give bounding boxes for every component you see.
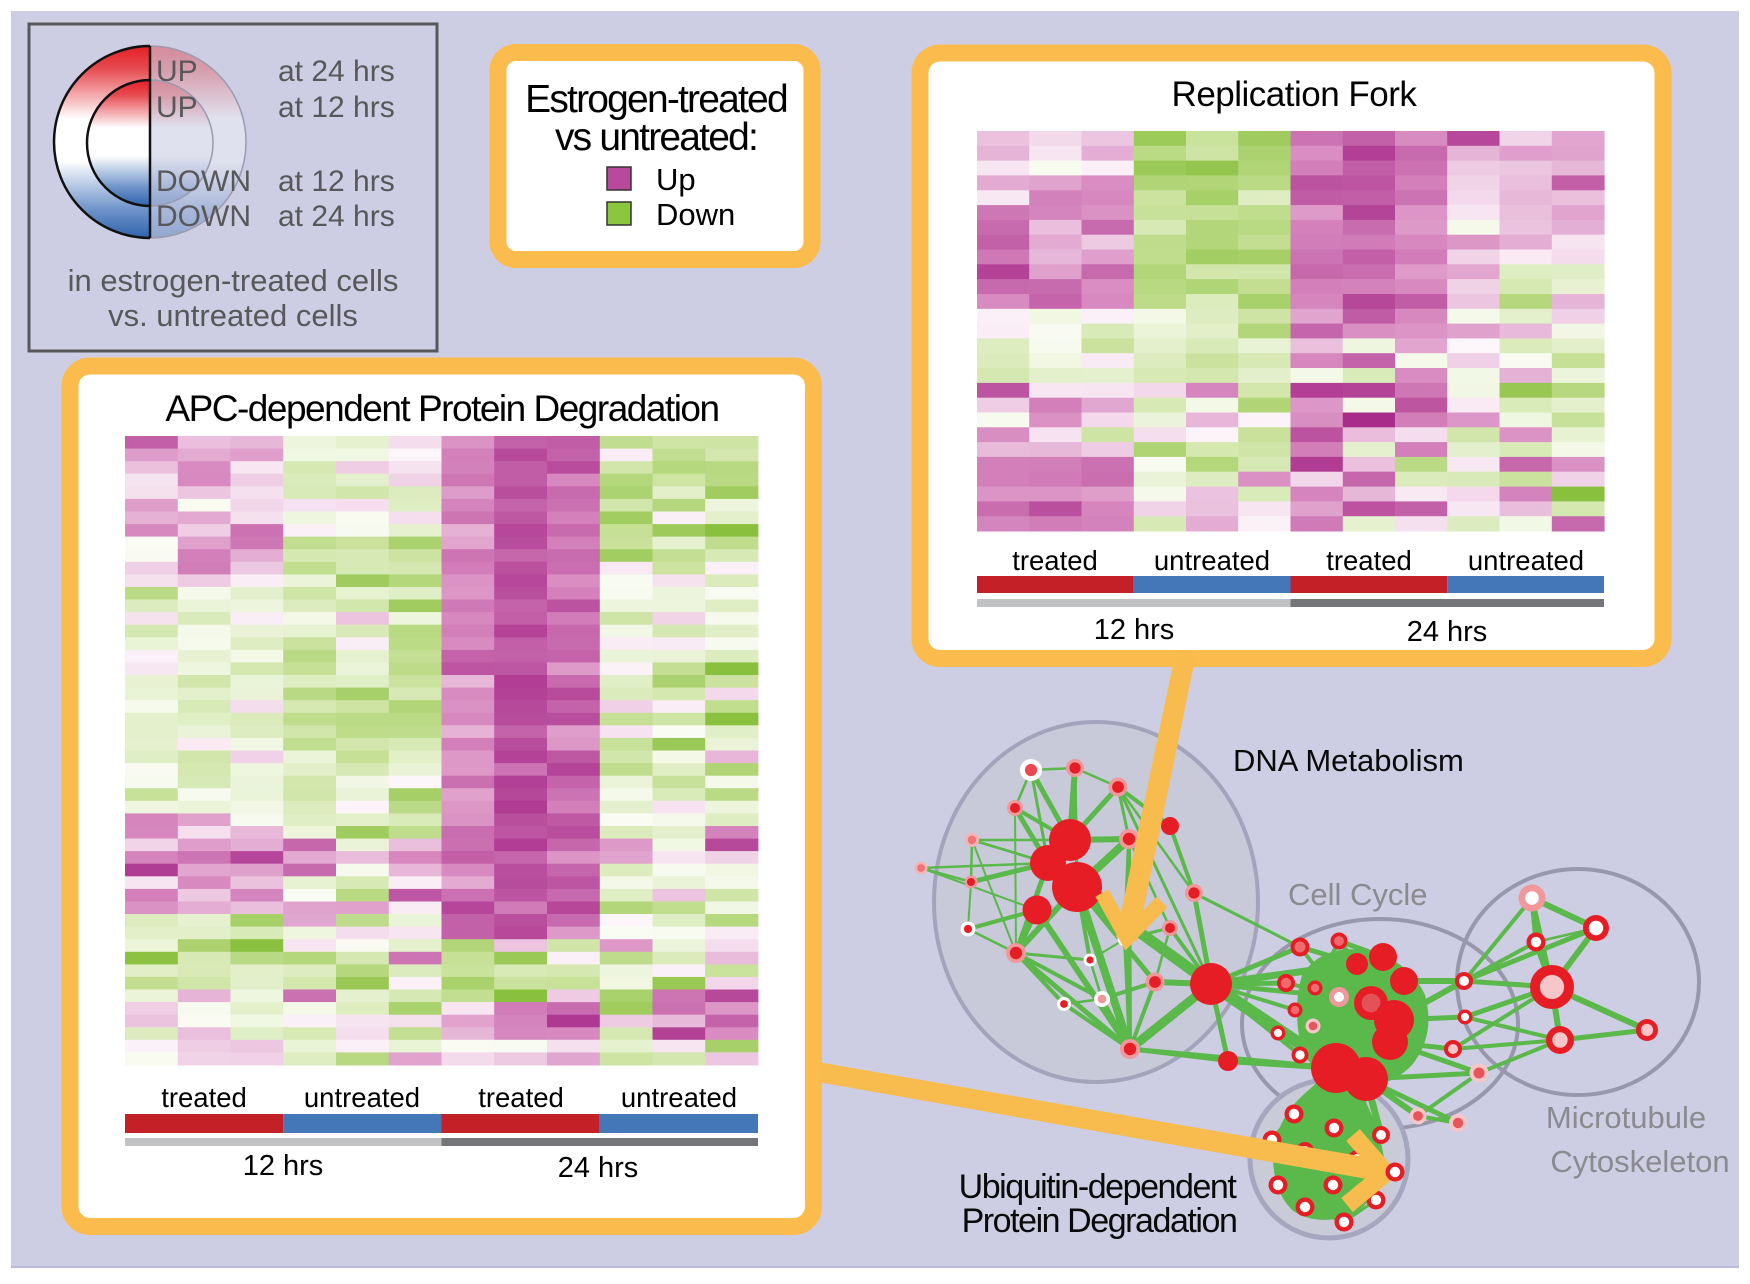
svg-text:untreated: untreated (1154, 545, 1270, 576)
svg-text:UP: UP (156, 91, 198, 124)
svg-text:24 hrs: 24 hrs (1407, 616, 1488, 648)
svg-text:at 24 hrs: at 24 hrs (278, 55, 395, 88)
svg-text:vs. untreated cells: vs. untreated cells (108, 298, 358, 333)
svg-text:in estrogen-treated cells: in estrogen-treated cells (68, 263, 399, 298)
svg-text:at 12 hrs: at 12 hrs (278, 165, 395, 198)
svg-text:Cell Cycle: Cell Cycle (1288, 877, 1428, 912)
svg-text:treated: treated (1326, 545, 1412, 576)
svg-text:12 hrs: 12 hrs (1094, 614, 1175, 646)
svg-text:untreated: untreated (621, 1082, 737, 1113)
svg-text:treated: treated (1012, 545, 1098, 576)
svg-text:UP: UP (156, 55, 198, 88)
svg-text:Up: Up (656, 162, 696, 197)
svg-text:vs untreated:: vs untreated: (555, 116, 757, 159)
svg-text:Ubiquitin-dependent: Ubiquitin-dependent (959, 1168, 1238, 1206)
svg-text:at 12 hrs: at 12 hrs (278, 91, 395, 124)
svg-text:APC-dependent Protein Degradat: APC-dependent Protein Degradation (165, 388, 718, 429)
svg-text:Replication Fork: Replication Fork (1172, 75, 1418, 114)
svg-text:Protein Degradation: Protein Degradation (962, 1202, 1237, 1240)
svg-text:Down: Down (656, 197, 735, 232)
svg-text:untreated: untreated (1468, 545, 1584, 576)
svg-text:DOWN: DOWN (156, 165, 251, 198)
svg-text:untreated: untreated (304, 1082, 420, 1113)
svg-text:DOWN: DOWN (156, 200, 251, 233)
svg-text:24 hrs: 24 hrs (558, 1152, 639, 1184)
svg-text:Microtubule: Microtubule (1546, 1100, 1706, 1135)
svg-text:at 24 hrs: at 24 hrs (278, 200, 395, 233)
svg-text:treated: treated (161, 1082, 247, 1113)
svg-text:DNA Metabolism: DNA Metabolism (1233, 743, 1464, 778)
svg-text:treated: treated (478, 1082, 564, 1113)
svg-text:Estrogen-treated: Estrogen-treated (525, 78, 787, 121)
svg-text:Cytoskeleton: Cytoskeleton (1550, 1144, 1729, 1179)
svg-text:12 hrs: 12 hrs (243, 1150, 324, 1182)
